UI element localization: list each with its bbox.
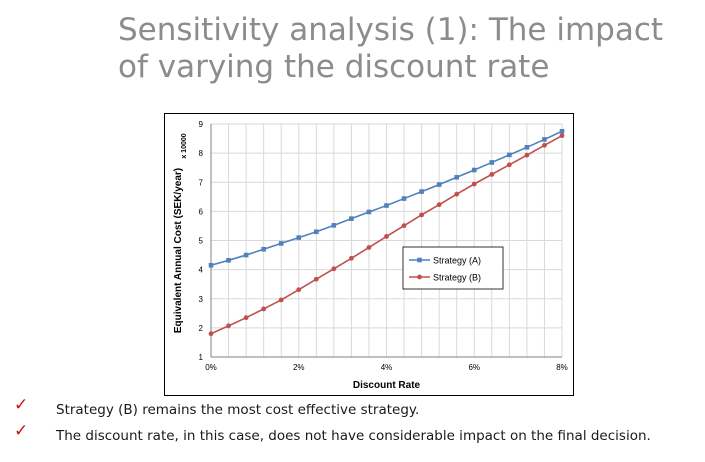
bullet-text: Strategy (B) remains the most cost effec… xyxy=(56,402,420,418)
data-point xyxy=(401,223,407,229)
data-point xyxy=(208,331,214,337)
legend-marker xyxy=(417,274,422,280)
data-point xyxy=(524,152,530,158)
y-tick-label: 8 xyxy=(199,149,204,158)
x-tick-label: 2% xyxy=(293,363,305,372)
data-point xyxy=(226,258,231,263)
legend-marker xyxy=(417,257,422,263)
data-point xyxy=(243,315,249,321)
y-tick-label: 6 xyxy=(199,207,204,216)
data-point xyxy=(454,174,459,180)
y-tick-label: 7 xyxy=(199,178,204,187)
data-point xyxy=(296,287,302,293)
data-point xyxy=(436,202,442,208)
y-tick-label: 2 xyxy=(199,324,204,333)
x-tick-label: 8% xyxy=(556,363,568,372)
bullet-text: The discount rate, in this case, does no… xyxy=(56,428,651,444)
data-point xyxy=(314,229,319,235)
x-tick-label: 4% xyxy=(381,363,393,372)
checkmark-icon: ✓ xyxy=(14,421,29,441)
data-point xyxy=(313,276,319,282)
y-tick-label: 1 xyxy=(199,353,204,362)
data-point xyxy=(559,133,565,139)
bullet-item: ✓ The discount rate, in this case, does … xyxy=(14,421,704,448)
data-point xyxy=(296,235,302,240)
data-point xyxy=(331,266,337,272)
data-point xyxy=(436,182,442,187)
data-point xyxy=(384,234,389,239)
x-axis-title: Discount Rate xyxy=(353,380,421,391)
data-point xyxy=(471,181,477,187)
legend-label: Strategy (B) xyxy=(433,273,481,283)
data-point xyxy=(507,152,512,158)
data-point xyxy=(506,162,512,168)
y-tick-label: 5 xyxy=(199,237,204,246)
data-point xyxy=(419,212,424,218)
data-point xyxy=(489,171,495,177)
y-tick-label: 9 xyxy=(199,120,204,129)
y-multiplier-label: x 10000 xyxy=(181,133,188,158)
data-point xyxy=(419,189,424,194)
data-point xyxy=(261,306,267,312)
y-axis-title: Equivalent Annual Cost (SEK/year) xyxy=(173,168,184,333)
legend-box xyxy=(402,246,504,290)
data-point xyxy=(278,241,284,246)
data-point xyxy=(278,297,284,303)
data-point xyxy=(489,160,495,165)
y-tick-label: 4 xyxy=(199,266,204,275)
data-point xyxy=(349,255,354,261)
data-point xyxy=(542,137,547,142)
data-point xyxy=(524,145,530,150)
y-tick-label: 3 xyxy=(199,295,204,304)
data-point xyxy=(226,323,231,329)
slide-title: Sensitivity analysis (1): The impact of … xyxy=(118,12,664,85)
chart-frame: 1 2 3 4 5 6 7 8 9 0% 2% 4% 6% 8% Discount Rate Equivale… xyxy=(164,113,574,396)
data-point xyxy=(349,216,354,221)
data-point xyxy=(366,245,372,250)
data-point xyxy=(243,252,249,258)
legend-label: Strategy (A) xyxy=(433,256,481,266)
data-point xyxy=(401,196,407,201)
data-point xyxy=(366,209,372,215)
data-point xyxy=(331,223,337,228)
data-point xyxy=(208,262,214,268)
x-tick-label: 0% xyxy=(205,363,217,372)
data-point xyxy=(542,142,547,148)
line-chart: 1 2 3 4 5 6 7 8 9 0% 2% 4% 6% 8% Discount Rate Equivale… xyxy=(173,120,568,391)
data-point xyxy=(559,128,565,134)
data-point xyxy=(261,246,266,252)
data-point xyxy=(384,203,389,208)
checkmark-icon: ✓ xyxy=(14,395,29,415)
data-point xyxy=(471,167,477,173)
x-tick-label: 6% xyxy=(468,363,480,372)
data-point xyxy=(454,191,460,197)
bullet-item: ✓ Strategy (B) remains the most cost eff… xyxy=(14,395,704,422)
